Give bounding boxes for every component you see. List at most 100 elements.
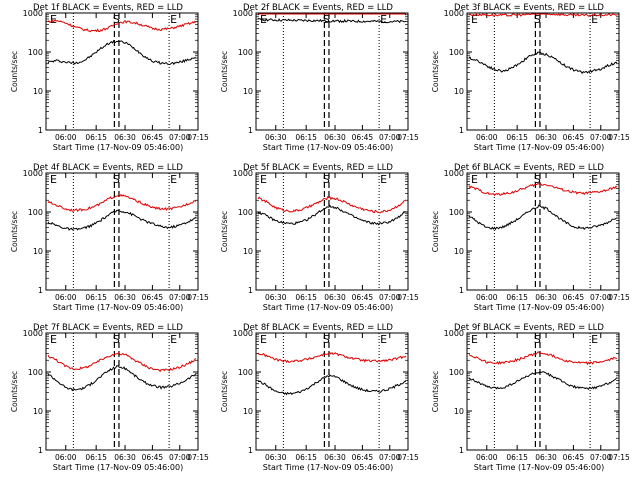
marker-s-label: S <box>534 13 541 26</box>
xtick-label: 06:15 <box>295 453 317 462</box>
xtick-label: 06:45 <box>563 293 585 302</box>
xtick-label: 06:30 <box>114 453 136 462</box>
series-line-red <box>468 351 617 366</box>
xtick-label: 07:15 <box>397 133 419 142</box>
xtick-label: 07:15 <box>608 133 630 142</box>
marker-e-label: E <box>50 13 57 26</box>
panel-det-4f: Det 4f BLACK = Events, RED = LLD 1 10 100 10… <box>10 163 209 312</box>
series-line-black <box>47 39 197 66</box>
marker-e-label: E <box>471 13 478 26</box>
xtick-label: 06:30 <box>324 453 346 462</box>
panel-title: Det 2f BLACK = Events, RED = LLD <box>243 3 393 13</box>
series-line-black <box>468 204 618 231</box>
marker-e-label: E <box>380 173 387 186</box>
xtick-label: 06:15 <box>85 453 107 462</box>
panel-title: Det 9f BLACK = Events, RED = LLD <box>454 323 604 333</box>
ytick-label: 1000 <box>444 169 464 178</box>
panel-title: Det 5f BLACK = Events, RED = LLD <box>243 163 393 173</box>
xtick-label: 06:15 <box>506 293 528 302</box>
xtick-label: 07:15 <box>608 293 630 302</box>
x-axis-label: Start Time (17-Nov-09 05:46:00) <box>263 143 393 152</box>
xtick-label: 06:15 <box>506 453 528 462</box>
marker-e-label: E <box>591 13 598 26</box>
series-line-red <box>257 351 407 364</box>
series-line-red <box>47 193 197 213</box>
xtick-label: 06:45 <box>352 293 374 302</box>
ytick-label: 1 <box>248 286 253 295</box>
marker-s-label: S <box>323 173 330 186</box>
plot-frame <box>45 332 199 451</box>
xtick-label: 06:00 <box>55 453 77 462</box>
ytick-label: 10 <box>33 87 43 96</box>
series-line-red <box>257 195 407 214</box>
ytick-label: 1 <box>459 126 464 135</box>
xtick-label: 06:00 <box>476 293 498 302</box>
plot-frame <box>45 12 199 131</box>
panel-det-7f: Det 7f BLACK = Events, RED = LLD 1 10 100 10… <box>10 323 209 472</box>
marker-s-label: S <box>113 173 120 186</box>
series-line-red <box>47 351 197 373</box>
ytick-label: 1000 <box>233 9 253 18</box>
series-line-red <box>47 19 197 33</box>
xtick-label: 06:15 <box>85 133 107 142</box>
xtick-label: 07:00 <box>169 133 191 142</box>
ytick-label: 1000 <box>23 169 43 178</box>
ytick-label: 100 <box>449 48 464 57</box>
xtick-label: 07:00 <box>590 133 612 142</box>
marker-e-label: E <box>170 13 177 26</box>
marker-e-label: E <box>471 333 478 346</box>
y-axis-label: Counts/sec <box>10 51 19 92</box>
xtick-label: 06:00 <box>476 453 498 462</box>
ytick-label: 10 <box>243 247 253 256</box>
ytick-label: 1 <box>38 446 43 455</box>
marker-e-label: E <box>380 13 387 26</box>
ytick-label: 100 <box>238 48 253 57</box>
xtick-label: 07:15 <box>608 453 630 462</box>
panel-det-9f: Det 9f BLACK = Events, RED = LLD 1 10 100 10… <box>431 323 630 472</box>
xtick-label: 06:45 <box>142 133 164 142</box>
series-line-black <box>469 51 618 75</box>
xtick-label: 06:30 <box>114 133 136 142</box>
series-line-red <box>468 13 618 17</box>
ytick-label: 100 <box>238 368 253 377</box>
xtick-label: 06:15 <box>85 293 107 302</box>
marker-s-label: S <box>323 333 330 346</box>
xtick-label: 06:30 <box>265 133 287 142</box>
ytick-label: 10 <box>243 87 253 96</box>
series-line-black <box>47 209 197 231</box>
marker-s-label: S <box>323 13 330 26</box>
xtick-label: 07:00 <box>169 453 191 462</box>
xtick-label: 07:00 <box>590 293 612 302</box>
ytick-label: 100 <box>28 48 43 57</box>
xtick-label: 07:00 <box>379 453 401 462</box>
plot-frame <box>45 172 199 291</box>
panel-title: Det 4f BLACK = Events, RED = LLD <box>33 163 183 173</box>
xtick-label: 06:45 <box>352 133 374 142</box>
y-axis-label: Counts/sec <box>220 51 229 92</box>
marker-e-label: E <box>50 173 57 186</box>
xtick-label: 07:15 <box>187 453 209 462</box>
ytick-label: 100 <box>238 208 253 217</box>
panel-title: Det 7f BLACK = Events, RED = LLD <box>33 323 183 333</box>
plot-frame <box>255 172 409 291</box>
marker-s-label: S <box>113 333 120 346</box>
ytick-label: 1 <box>459 446 464 455</box>
ytick-label: 10 <box>454 87 464 96</box>
xtick-label: 06:30 <box>324 293 346 302</box>
xtick-label: 06:00 <box>55 133 77 142</box>
xtick-label: 06:15 <box>295 133 317 142</box>
marker-e-label: E <box>260 13 267 26</box>
y-axis-label: Counts/sec <box>10 371 19 412</box>
panel-title: Det 8f BLACK = Events, RED = LLD <box>243 323 393 333</box>
y-axis-label: Counts/sec <box>431 371 440 412</box>
plot-frame <box>466 12 620 131</box>
xtick-label: 06:30 <box>535 453 557 462</box>
marker-e-label: E <box>591 173 598 186</box>
panel-det-3f: Det 3f BLACK = Events, RED = LLD 1 10 100 10… <box>431 3 630 152</box>
xtick-label: 07:00 <box>169 293 191 302</box>
series-line-black <box>47 365 197 392</box>
series-line-red <box>468 183 618 197</box>
ytick-label: 1 <box>38 286 43 295</box>
x-axis-label: Start Time (17-Nov-09 05:46:00) <box>474 143 604 152</box>
panel-title: Det 3f BLACK = Events, RED = LLD <box>454 3 604 13</box>
